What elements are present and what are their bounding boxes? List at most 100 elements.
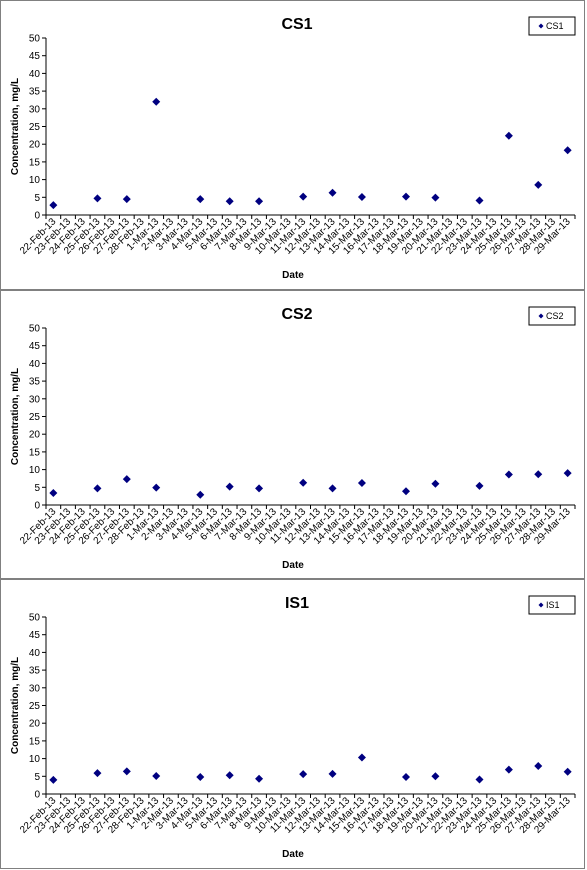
data-point — [475, 481, 484, 490]
x-axis-title: Date — [282, 849, 304, 860]
data-point — [49, 488, 58, 497]
y-tick-label: 35 — [29, 666, 41, 677]
y-tick-label: 5 — [34, 483, 40, 494]
y-tick-label: 15 — [29, 447, 41, 458]
chart-panel-is1: IS1 0 5 10 15 20 25 30 35 40 45 50 22-Feb-13 23-Feb-1… — [0, 579, 585, 869]
data-point — [534, 470, 543, 479]
y-tick-label: 0 — [34, 790, 40, 801]
chart-title: CS2 — [281, 306, 312, 323]
chart-panel-cs1: CS1 0 5 10 15 20 25 30 35 40 45 50 22-Feb-13 23-Feb-1… — [0, 0, 585, 290]
y-axis-title: Concentration, mg/L — [10, 78, 21, 175]
y-tick-label: 35 — [29, 87, 41, 98]
y-tick-label: 15 — [29, 157, 41, 168]
data-point — [255, 484, 264, 493]
y-tick-label: 50 — [29, 613, 41, 624]
data-point — [196, 195, 205, 204]
y-tick-label: 0 — [34, 211, 40, 222]
y-tick-label: 30 — [29, 394, 41, 405]
data-point — [534, 180, 543, 189]
y-tick-label: 25 — [29, 122, 41, 133]
legend-box — [528, 16, 576, 36]
y-tick-label: 15 — [29, 736, 41, 747]
data-point — [431, 479, 440, 488]
chart-title: IS1 — [285, 595, 309, 612]
data-point — [504, 765, 513, 774]
data-point — [328, 188, 337, 197]
y-tick-label: 50 — [29, 34, 41, 45]
data-point — [357, 753, 366, 762]
y-tick-label: 45 — [29, 630, 41, 641]
chart-svg: CS10510152025303540455022-Feb-1323-Feb-1… — [10, 16, 576, 281]
legend-label: CS2 — [546, 311, 564, 321]
data-point — [431, 193, 440, 202]
data-point — [49, 201, 58, 210]
y-tick-label: 20 — [29, 430, 41, 441]
y-tick-label: 0 — [34, 501, 40, 512]
data-point — [534, 762, 543, 771]
data-point — [93, 484, 102, 493]
y-tick-label: 25 — [29, 412, 41, 423]
data-point — [299, 770, 308, 779]
data-point — [225, 197, 234, 206]
data-point — [225, 482, 234, 491]
legend-marker — [538, 23, 544, 29]
data-point — [357, 192, 366, 201]
y-tick-label: 35 — [29, 377, 41, 388]
y-tick-label: 45 — [29, 51, 41, 62]
data-point — [299, 478, 308, 487]
y-axis-title: Concentration, mg/L — [10, 368, 21, 465]
data-point — [299, 192, 308, 201]
legend-box — [528, 306, 576, 326]
y-tick-label: 10 — [29, 175, 41, 186]
data-point — [504, 470, 513, 479]
data-point — [122, 767, 131, 776]
legend-label: IS1 — [546, 600, 560, 610]
data-point — [328, 769, 337, 778]
data-point — [255, 774, 264, 783]
data-point — [563, 767, 572, 776]
chart-title: CS1 — [281, 16, 312, 33]
data-point — [152, 97, 161, 106]
legend-marker — [538, 313, 544, 319]
legend-box — [528, 595, 576, 615]
data-point — [563, 469, 572, 478]
data-point — [328, 484, 337, 493]
data-point — [152, 483, 161, 492]
y-tick-label: 5 — [34, 772, 40, 783]
y-tick-label: 40 — [29, 69, 41, 80]
data-point — [93, 769, 102, 778]
data-point — [402, 192, 411, 201]
x-axis-title: Date — [282, 560, 304, 571]
data-point — [402, 773, 411, 782]
data-point — [357, 479, 366, 488]
chart-panel-cs2: CS2 0 5 10 15 20 25 30 35 40 45 50 22-Feb-13 23-Feb-1… — [0, 290, 585, 579]
chart-svg: CS20510152025303540455022-Feb-1323-Feb-1… — [10, 306, 576, 571]
data-point — [475, 196, 484, 205]
y-axis-title: Concentration, mg/L — [10, 657, 21, 754]
data-point — [431, 772, 440, 781]
data-point — [255, 197, 264, 206]
data-point — [122, 195, 131, 204]
legend-label: CS1 — [546, 21, 564, 31]
data-point — [475, 775, 484, 784]
data-point — [504, 131, 513, 140]
data-point — [196, 773, 205, 782]
data-point — [152, 771, 161, 780]
y-tick-label: 20 — [29, 140, 41, 151]
y-tick-label: 30 — [29, 683, 41, 694]
data-point — [196, 490, 205, 499]
data-point — [93, 194, 102, 203]
data-point — [122, 475, 131, 484]
y-tick-label: 45 — [29, 341, 41, 352]
y-tick-label: 20 — [29, 719, 41, 730]
legend-marker — [538, 602, 544, 608]
y-tick-label: 5 — [34, 193, 40, 204]
y-tick-label: 30 — [29, 104, 41, 115]
y-tick-label: 10 — [29, 465, 41, 476]
y-tick-label: 40 — [29, 359, 41, 370]
y-tick-label: 50 — [29, 324, 41, 335]
y-tick-label: 25 — [29, 701, 41, 712]
data-point — [225, 771, 234, 780]
chart-svg: IS10510152025303540455022-Feb-1323-Feb-1… — [10, 595, 576, 860]
y-tick-label: 10 — [29, 754, 41, 765]
